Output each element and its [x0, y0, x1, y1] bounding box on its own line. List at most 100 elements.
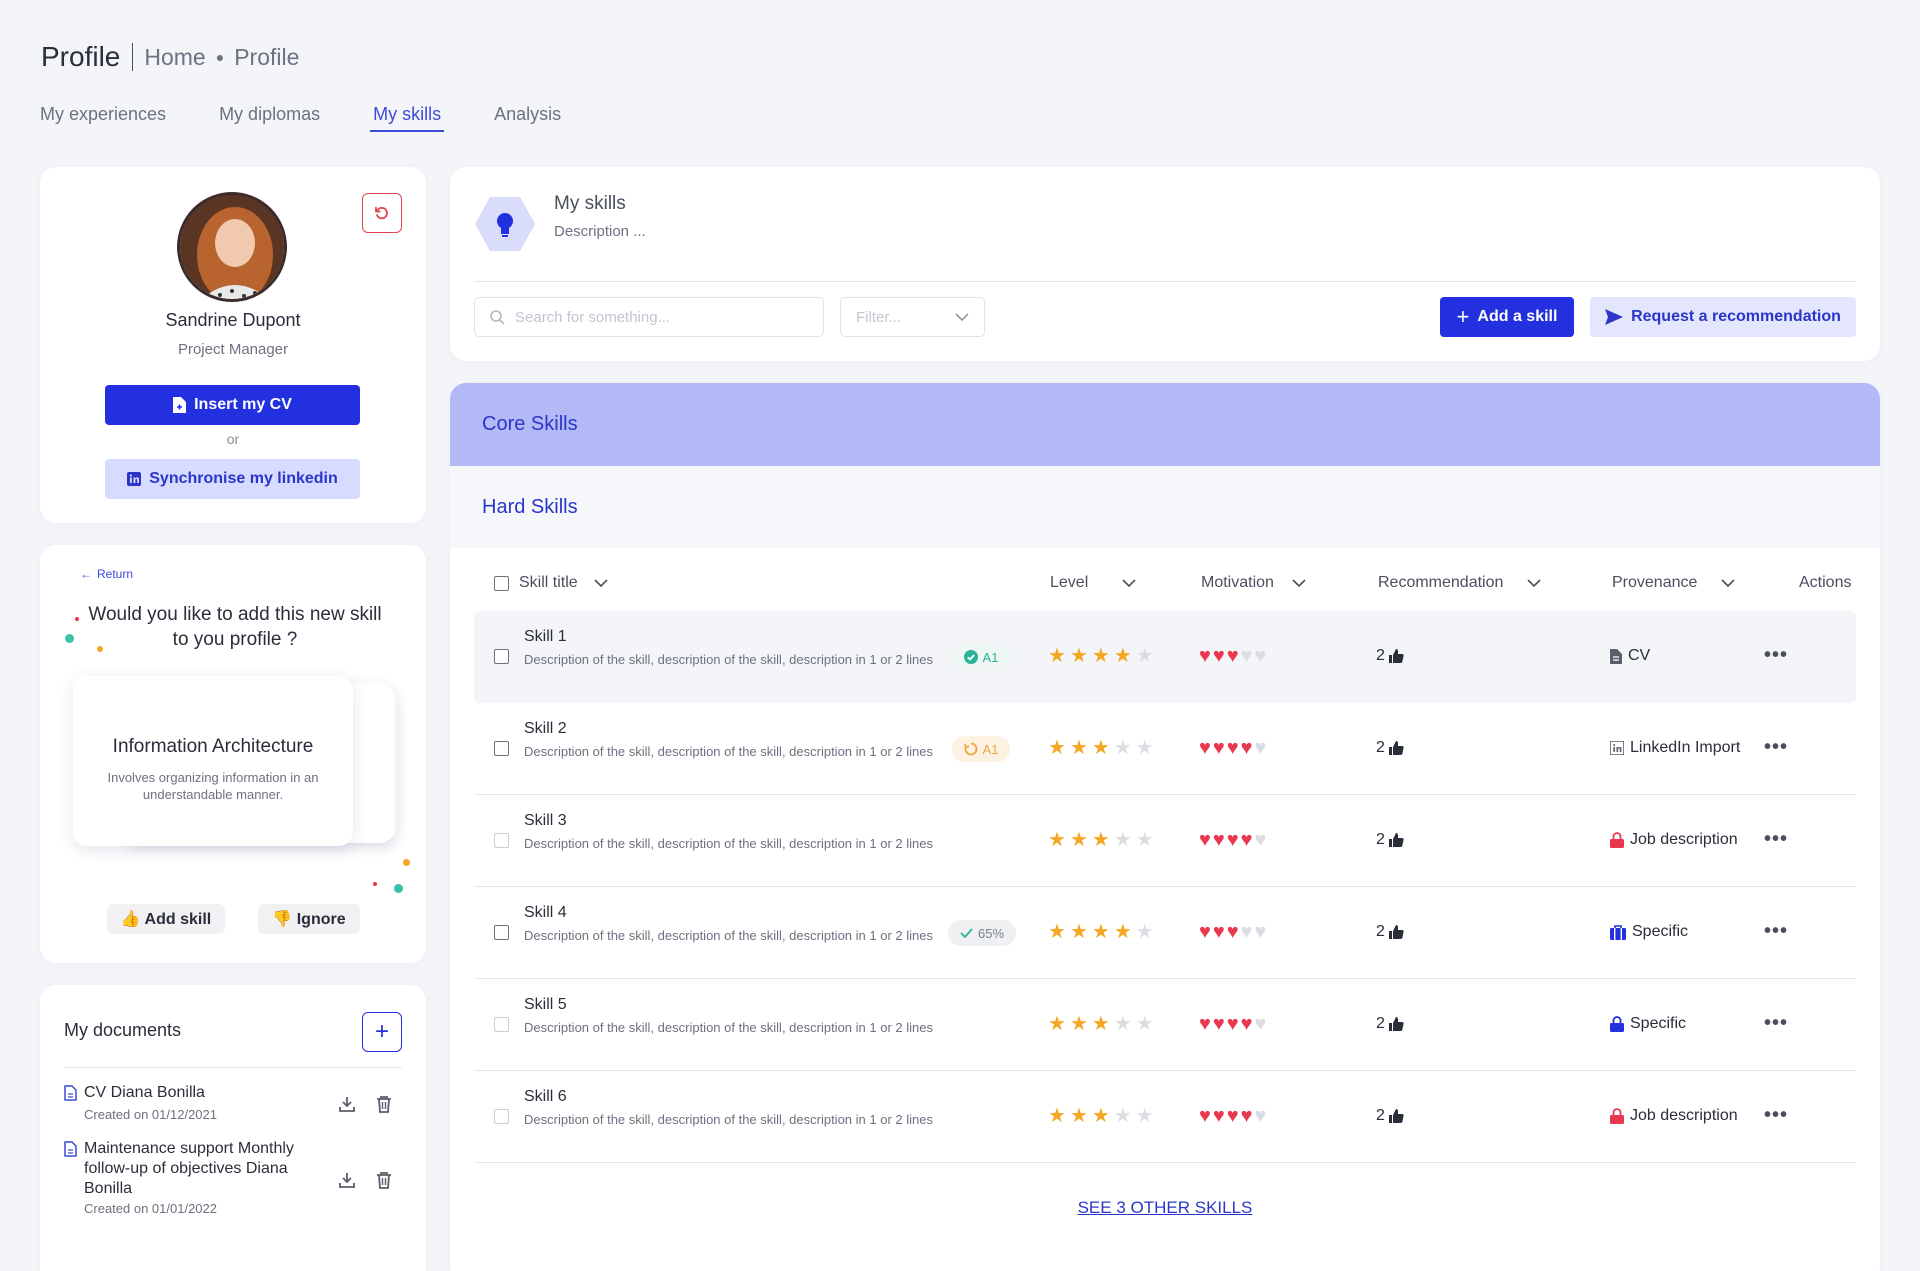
star-icon[interactable]: ★ — [1091, 921, 1110, 943]
star-icon[interactable]: ★ — [1135, 921, 1154, 943]
star-icon[interactable]: ★ — [1069, 1105, 1088, 1127]
star-icon[interactable]: ★ — [1091, 1105, 1110, 1127]
heart-icon[interactable]: ♥ — [1254, 921, 1267, 943]
star-icon[interactable]: ★ — [1069, 829, 1088, 851]
motivation-rating[interactable]: ♥ ♥ ♥ ♥ ♥ — [1199, 1013, 1266, 1035]
more-actions-icon[interactable]: ••• — [1764, 920, 1789, 942]
heart-icon[interactable]: ♥ — [1254, 1105, 1267, 1127]
sync-linkedin-button[interactable]: Synchronise my linkedin — [105, 459, 360, 499]
add-document-button[interactable]: + — [362, 1012, 402, 1052]
heart-icon[interactable]: ♥ — [1254, 1013, 1267, 1035]
star-icon[interactable]: ★ — [1113, 1105, 1132, 1127]
level-rating[interactable]: ★ ★ ★ ★ ★ — [1048, 921, 1154, 943]
reset-button[interactable] — [362, 193, 402, 233]
heart-icon[interactable]: ♥ — [1240, 737, 1253, 759]
heart-icon[interactable]: ♥ — [1226, 1013, 1239, 1035]
motivation-rating[interactable]: ♥ ♥ ♥ ♥ ♥ — [1199, 737, 1266, 759]
level-rating[interactable]: ★ ★ ★ ★ ★ — [1048, 737, 1154, 759]
star-icon[interactable]: ★ — [1091, 737, 1110, 759]
heart-icon[interactable]: ♥ — [1226, 1105, 1239, 1127]
column-recommendation[interactable]: Recommendation — [1378, 563, 1541, 603]
heart-icon[interactable]: ♥ — [1226, 829, 1239, 851]
motivation-rating[interactable]: ♥ ♥ ♥ ♥ ♥ — [1199, 645, 1266, 667]
tab-my-diplomas[interactable]: My diplomas — [219, 104, 321, 124]
heart-icon[interactable]: ♥ — [1212, 829, 1225, 851]
heart-icon[interactable]: ♥ — [1199, 737, 1211, 759]
level-rating[interactable]: ★ ★ ★ ★ ★ — [1048, 1105, 1154, 1127]
more-actions-icon[interactable]: ••• — [1764, 1104, 1789, 1126]
heart-icon[interactable]: ♥ — [1240, 1013, 1253, 1035]
star-icon[interactable]: ★ — [1069, 921, 1088, 943]
heart-icon[interactable]: ♥ — [1240, 829, 1253, 851]
star-icon[interactable]: ★ — [1048, 921, 1066, 943]
motivation-rating[interactable]: ♥ ♥ ♥ ♥ ♥ — [1199, 829, 1266, 851]
table-row[interactable]: Skill 5 Description of the skill, descrip… — [474, 979, 1856, 1071]
tab-my-experiences[interactable]: My experiences — [40, 104, 167, 124]
row-checkbox[interactable] — [494, 925, 509, 940]
more-actions-icon[interactable]: ••• — [1764, 736, 1789, 758]
star-icon[interactable]: ★ — [1091, 1013, 1110, 1035]
heart-icon[interactable]: ♥ — [1254, 737, 1267, 759]
star-icon[interactable]: ★ — [1113, 737, 1132, 759]
heart-icon[interactable]: ♥ — [1240, 1105, 1253, 1127]
insert-cv-button[interactable]: Insert my CV — [105, 385, 360, 425]
motivation-rating[interactable]: ♥ ♥ ♥ ♥ ♥ — [1199, 1105, 1266, 1127]
trash-icon[interactable] — [376, 1095, 392, 1113]
row-checkbox[interactable] — [494, 1017, 509, 1032]
tab-analysis[interactable]: Analysis — [494, 104, 562, 124]
star-icon[interactable]: ★ — [1069, 1013, 1088, 1035]
star-icon[interactable]: ★ — [1091, 829, 1110, 851]
star-icon[interactable]: ★ — [1135, 1105, 1154, 1127]
star-icon[interactable]: ★ — [1135, 829, 1154, 851]
star-icon[interactable]: ★ — [1048, 829, 1066, 851]
table-row[interactable]: Skill 3 Description of the skill, descrip… — [474, 795, 1856, 887]
breadcrumb-home[interactable]: Home — [144, 43, 206, 70]
heart-icon[interactable]: ♥ — [1226, 737, 1239, 759]
star-icon[interactable]: ★ — [1135, 645, 1154, 667]
row-checkbox[interactable] — [494, 833, 509, 848]
star-icon[interactable]: ★ — [1069, 645, 1088, 667]
table-row[interactable]: Skill 2 Description of the skill, descrip… — [474, 703, 1856, 795]
star-icon[interactable]: ★ — [1091, 645, 1110, 667]
column-level[interactable]: Level — [1050, 563, 1136, 603]
heart-icon[interactable]: ♥ — [1254, 645, 1267, 667]
star-icon[interactable]: ★ — [1048, 1105, 1066, 1127]
document-item[interactable]: Maintenance support Monthly follow-up of… — [64, 1139, 404, 1219]
request-recommendation-button[interactable]: Request a recommendation — [1590, 297, 1856, 337]
search-input[interactable]: Search for something... — [474, 297, 824, 337]
column-motivation[interactable]: Motivation — [1201, 563, 1306, 603]
document-item[interactable]: CV Diana Bonilla Created on 01/12/2021 — [64, 1083, 404, 1127]
column-provenance[interactable]: Provenance — [1612, 563, 1735, 603]
return-link[interactable]: ← Return — [80, 567, 133, 581]
row-checkbox[interactable] — [494, 649, 509, 664]
star-icon[interactable]: ★ — [1135, 1013, 1154, 1035]
heart-icon[interactable]: ♥ — [1199, 921, 1211, 943]
level-rating[interactable]: ★ ★ ★ ★ ★ — [1048, 1013, 1154, 1035]
heart-icon[interactable]: ♥ — [1226, 921, 1239, 943]
filter-select[interactable]: Filter... — [840, 297, 985, 337]
heart-icon[interactable]: ♥ — [1199, 829, 1211, 851]
heart-icon[interactable]: ♥ — [1199, 645, 1211, 667]
star-icon[interactable]: ★ — [1135, 737, 1154, 759]
heart-icon[interactable]: ♥ — [1254, 829, 1267, 851]
star-icon[interactable]: ★ — [1113, 829, 1132, 851]
motivation-rating[interactable]: ♥ ♥ ♥ ♥ ♥ — [1199, 921, 1266, 943]
heart-icon[interactable]: ♥ — [1240, 921, 1253, 943]
more-actions-icon[interactable]: ••• — [1764, 1012, 1789, 1034]
select-all-checkbox[interactable] — [494, 575, 509, 591]
more-actions-icon[interactable]: ••• — [1764, 644, 1789, 666]
add-skill-chip[interactable]: 👍 Add skill — [107, 904, 225, 934]
row-checkbox[interactable] — [494, 741, 509, 756]
star-icon[interactable]: ★ — [1048, 645, 1066, 667]
column-skill-title[interactable]: Skill title — [494, 563, 608, 603]
heart-icon[interactable]: ♥ — [1212, 1105, 1225, 1127]
heart-icon[interactable]: ♥ — [1212, 921, 1225, 943]
more-actions-icon[interactable]: ••• — [1764, 828, 1789, 850]
tab-my-skills[interactable]: My skills — [370, 104, 445, 132]
star-icon[interactable]: ★ — [1113, 1013, 1132, 1035]
star-icon[interactable]: ★ — [1048, 1013, 1066, 1035]
download-icon[interactable] — [338, 1171, 356, 1189]
level-rating[interactable]: ★ ★ ★ ★ ★ — [1048, 645, 1154, 667]
table-row[interactable]: Skill 1 Description of the skill, descrip… — [474, 611, 1856, 703]
ignore-chip[interactable]: 👎 Ignore — [258, 904, 360, 934]
